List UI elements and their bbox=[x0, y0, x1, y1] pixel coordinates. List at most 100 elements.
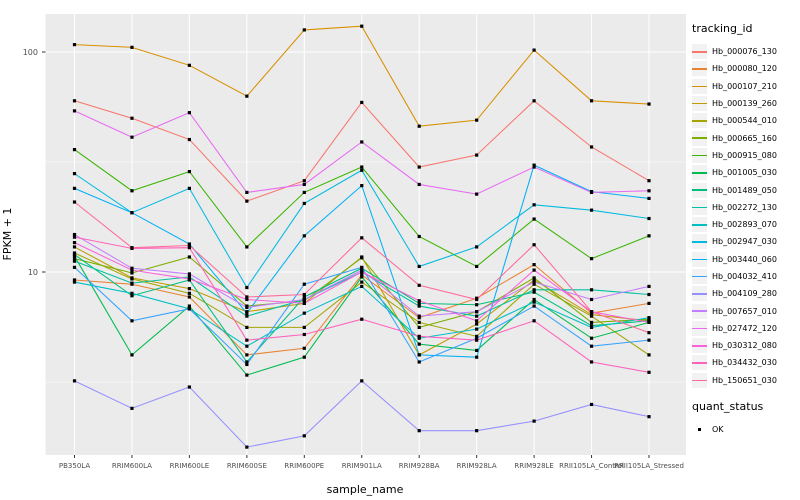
legend-item-label: Hb_000107_210 bbox=[712, 81, 777, 91]
legend-item-label: Hb_004109_280 bbox=[712, 289, 777, 299]
data-point bbox=[245, 285, 249, 290]
x-tick-label: RRIM928BA bbox=[398, 462, 440, 470]
x-tick-label: RRIM600LE bbox=[169, 462, 210, 470]
data-point bbox=[245, 338, 249, 342]
data-point bbox=[589, 336, 594, 340]
legend-line-swatch bbox=[692, 120, 707, 122]
data-point bbox=[187, 63, 191, 67]
square-marker-icon bbox=[697, 427, 702, 432]
data-point bbox=[72, 245, 77, 249]
data-point bbox=[72, 186, 77, 190]
legend-line-swatch bbox=[692, 172, 707, 174]
data-point bbox=[532, 282, 536, 286]
legend-item-label: Hb_027472_120 bbox=[712, 323, 777, 333]
data-point bbox=[130, 353, 134, 357]
data-point bbox=[302, 332, 306, 337]
legend-item: Hb_000665_160 bbox=[692, 129, 798, 146]
legend-key bbox=[692, 251, 707, 267]
data-point bbox=[589, 402, 594, 407]
data-point bbox=[475, 319, 479, 323]
data-point bbox=[245, 445, 249, 449]
data-point bbox=[245, 94, 249, 98]
data-point bbox=[72, 257, 77, 261]
data-point bbox=[532, 217, 536, 221]
legend-item-label: Hb_007657_010 bbox=[712, 306, 777, 316]
legend-item: Hb_004109_280 bbox=[692, 285, 798, 302]
legend-line-swatch bbox=[692, 50, 707, 53]
data-point bbox=[647, 338, 651, 342]
data-point bbox=[647, 415, 651, 419]
data-point bbox=[187, 111, 191, 115]
data-point bbox=[532, 319, 536, 323]
data-point bbox=[245, 199, 249, 203]
legend-line-swatch bbox=[692, 154, 707, 157]
data-point bbox=[475, 429, 479, 433]
legend-item: Hb_002272_130 bbox=[692, 199, 798, 216]
legend-line-swatch bbox=[692, 293, 707, 295]
data-point bbox=[72, 109, 77, 113]
x-tick-label: RRIM600SE bbox=[226, 462, 267, 470]
data-point bbox=[360, 280, 364, 284]
data-point bbox=[532, 304, 536, 308]
data-point bbox=[589, 325, 594, 329]
legend-item: Hb_000107_210 bbox=[692, 78, 798, 95]
data-point bbox=[130, 277, 134, 281]
legend-item-label: Hb_000076_130 bbox=[712, 47, 777, 57]
data-point bbox=[360, 168, 364, 172]
data-point bbox=[589, 288, 594, 292]
data-point bbox=[245, 245, 249, 249]
data-point bbox=[475, 297, 479, 302]
data-point bbox=[72, 43, 77, 47]
data-point bbox=[245, 295, 249, 299]
data-point bbox=[589, 320, 594, 325]
data-point bbox=[245, 311, 249, 315]
data-point bbox=[475, 327, 479, 331]
legend-key bbox=[692, 372, 707, 388]
data-point bbox=[187, 307, 191, 311]
data-point bbox=[245, 362, 249, 367]
legend-item-label: Hb_150651_030 bbox=[712, 375, 777, 385]
data-point bbox=[532, 99, 536, 103]
data-point bbox=[475, 310, 479, 314]
data-point bbox=[475, 245, 479, 249]
data-point bbox=[647, 319, 651, 323]
data-point bbox=[130, 406, 134, 410]
legend-quant-status: quant_status OK bbox=[692, 400, 798, 438]
data-point bbox=[360, 184, 364, 188]
data-point bbox=[302, 282, 306, 286]
data-point bbox=[647, 234, 651, 238]
legend-line-swatch bbox=[692, 137, 707, 140]
data-point bbox=[360, 265, 364, 269]
data-point bbox=[187, 186, 191, 190]
data-point bbox=[647, 216, 651, 221]
data-point bbox=[589, 324, 594, 328]
data-point bbox=[187, 137, 191, 142]
data-point bbox=[360, 165, 364, 169]
legend-item: Hb_000544_010 bbox=[692, 112, 798, 129]
data-point bbox=[417, 353, 421, 357]
legend-item-quant: OK bbox=[692, 421, 798, 438]
data-point bbox=[302, 234, 306, 238]
data-point bbox=[360, 284, 364, 289]
x-tick-label: RRIM600PE bbox=[284, 462, 325, 470]
data-point bbox=[360, 268, 364, 272]
data-point bbox=[532, 290, 536, 294]
legend-item-label: Hb_034432_030 bbox=[712, 358, 777, 368]
data-point bbox=[417, 360, 421, 364]
data-point bbox=[302, 190, 306, 195]
data-point bbox=[130, 246, 134, 250]
legend-items: Hb_000076_130 Hb_000080_120 Hb_000107_210 H… bbox=[692, 43, 798, 389]
data-point bbox=[72, 254, 77, 258]
data-point bbox=[245, 360, 249, 364]
data-point bbox=[475, 118, 479, 122]
legend-item: Hb_000915_080 bbox=[692, 147, 798, 164]
panel-background bbox=[45, 14, 686, 455]
data-point bbox=[130, 266, 134, 270]
x-tick-label: PB350LA bbox=[58, 462, 91, 470]
legend-item: Hb_030312_080 bbox=[692, 337, 798, 354]
legend-key bbox=[692, 199, 707, 215]
data-point bbox=[475, 322, 479, 326]
legend-line-swatch bbox=[692, 189, 707, 191]
y-tick-label: 100 bbox=[22, 47, 38, 57]
